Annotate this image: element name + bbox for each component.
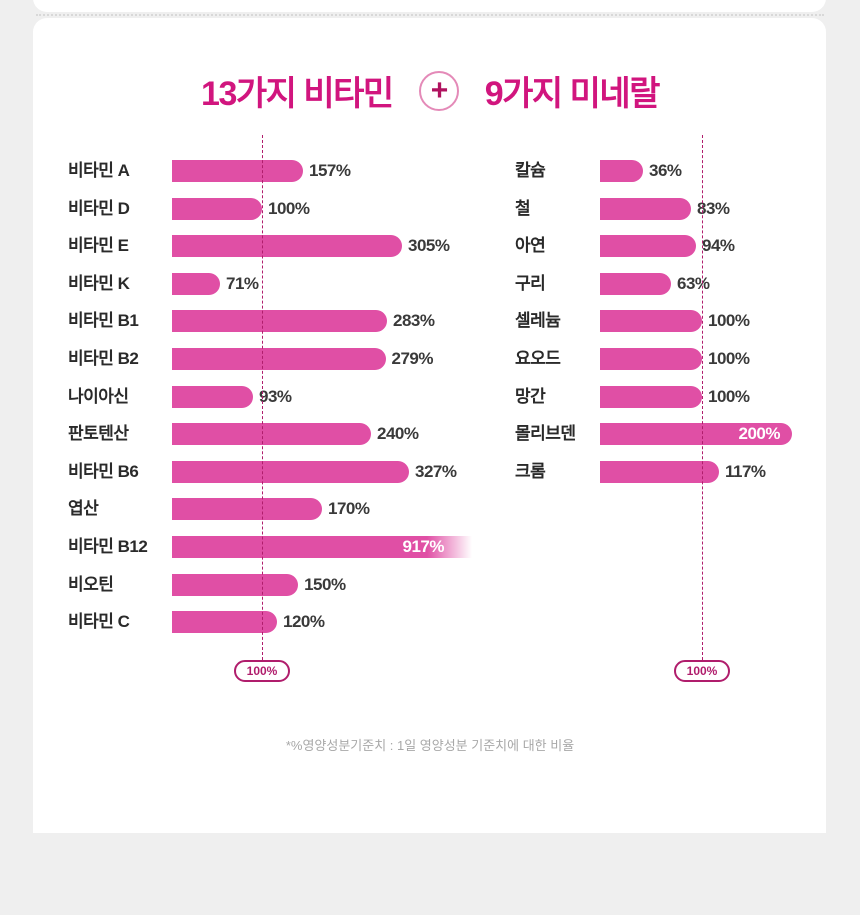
- bar: [172, 160, 303, 182]
- bar-value-label: 63%: [677, 273, 710, 293]
- bar-category-label: 칼슘: [515, 161, 546, 180]
- chart-heading: 13가지 비타민 + 9가지 미네랄: [0, 66, 860, 115]
- reference-line-100: [262, 135, 263, 660]
- bar: [600, 160, 643, 182]
- bar-value-label: 83%: [697, 198, 730, 218]
- bar-value-label: 94%: [702, 236, 735, 256]
- bar-value-label: 100%: [708, 311, 750, 331]
- reference-badge: 100%: [674, 660, 730, 682]
- bar: [172, 272, 220, 295]
- bar: [172, 573, 299, 596]
- bar-category-label: 비타민 B2: [68, 349, 139, 368]
- bar-value-label: 917%: [402, 537, 445, 556]
- bar: [600, 460, 719, 483]
- bar: [172, 611, 277, 634]
- vitamins-title: 13가지 비타민: [201, 75, 394, 113]
- bar-value-label: 305%: [408, 236, 450, 256]
- bar-value-label: 100%: [708, 386, 750, 406]
- bar: [172, 197, 262, 220]
- bar: [172, 498, 322, 521]
- bar-category-label: 구리: [515, 273, 546, 293]
- bar-value-label: 100%: [708, 349, 750, 368]
- bar: [172, 536, 472, 558]
- bar: [172, 423, 371, 446]
- bar-category-label: 비타민 E: [68, 236, 129, 256]
- bar-category-label: 몰리브덴: [515, 424, 576, 444]
- bar-category-label: 비타민 D: [68, 198, 130, 218]
- bar-category-label: 철: [515, 198, 531, 218]
- bar-category-label: 비타민 B1: [68, 311, 139, 331]
- bar-category-label: 엽산: [68, 499, 99, 519]
- bar: [600, 310, 702, 333]
- bar-value-label: 36%: [649, 161, 682, 180]
- bar-value-label: 150%: [304, 574, 346, 594]
- bar: [600, 385, 702, 408]
- bar-value-label: 283%: [393, 311, 435, 331]
- bar-value-label: 200%: [738, 424, 781, 444]
- bar: [600, 272, 671, 295]
- bar-category-label: 망간: [515, 386, 546, 406]
- bar-value-label: 327%: [415, 461, 457, 481]
- bar: [172, 460, 409, 483]
- reference-line-100: [702, 135, 703, 660]
- bar-category-label: 크롬: [515, 461, 546, 481]
- dotted-divider: [36, 14, 824, 16]
- bar-value-label: 157%: [309, 161, 351, 180]
- bar-value-label: 120%: [283, 612, 325, 632]
- bar: [600, 423, 792, 446]
- bar: [172, 235, 402, 258]
- bar-value-label: 71%: [226, 273, 259, 293]
- bar-category-label: 아연: [515, 236, 546, 256]
- bar-category-label: 셀레늄: [515, 311, 561, 331]
- reference-badge: 100%: [234, 660, 290, 682]
- bar-value-label: 279%: [391, 349, 434, 368]
- bar: [600, 197, 691, 220]
- bar-value-label: 93%: [259, 386, 292, 406]
- minerals-title: 9가지 미네랄: [484, 75, 661, 113]
- previous-card: [33, 0, 826, 12]
- bar-category-label: 비타민 B12: [68, 537, 148, 556]
- plus-icon: +: [418, 70, 459, 111]
- bar-category-label: 비타민 A: [68, 161, 130, 180]
- bar-category-label: 비오틴: [68, 574, 114, 594]
- bar-category-label: 비타민 B6: [68, 461, 139, 481]
- bar: [600, 235, 696, 258]
- footnote: *%영양성분기준치 : 1일 영양성분 기준치에 대한 비율: [285, 738, 575, 753]
- bar-category-label: 요오드: [515, 349, 561, 368]
- bar-category-label: 비타민 K: [68, 273, 130, 293]
- bar: [172, 348, 386, 370]
- bar-value-label: 170%: [328, 499, 370, 519]
- bar: [172, 310, 387, 333]
- bar-category-label: 나이아신: [68, 386, 129, 406]
- bar-category-label: 판토텐산: [68, 424, 129, 444]
- bar-category-label: 비타민 C: [68, 612, 130, 632]
- bar: [600, 348, 702, 370]
- bar-value-label: 117%: [725, 461, 766, 481]
- bar-value-label: 100%: [268, 198, 310, 218]
- bar: [172, 385, 253, 408]
- bar-value-label: 240%: [377, 424, 419, 444]
